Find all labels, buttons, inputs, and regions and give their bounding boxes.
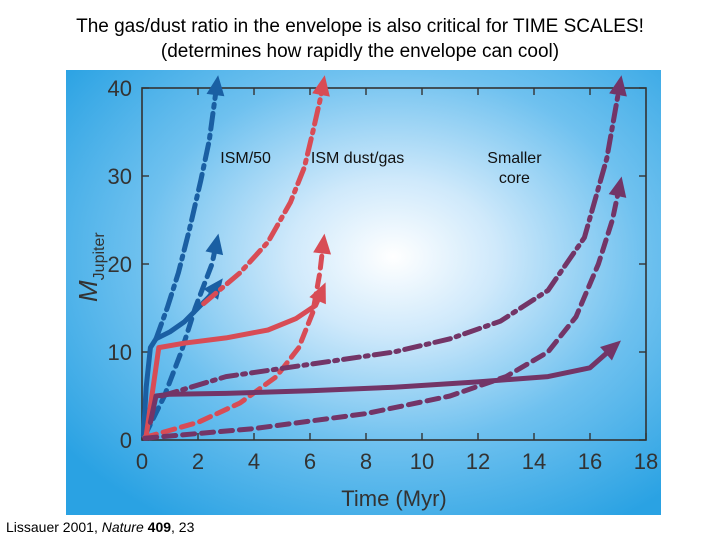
series-lines — [140, 75, 627, 441]
series-line-3 — [143, 291, 323, 439]
chart-svg: 0 2 4 6 8 10 12 14 16 18 0 10 20 30 40 Time (Myr) MJupit… — [66, 70, 661, 515]
y-tick-label-30: 30 — [108, 164, 132, 189]
chart-background — [66, 70, 661, 515]
series-line-1 — [153, 85, 219, 342]
annotation-2: Smaller — [487, 150, 542, 167]
y-axis-label-sub: Jupiter — [91, 232, 108, 281]
series-arrowhead-6 — [600, 340, 622, 361]
citation-author: Lissauer 2001, — [6, 519, 102, 535]
annotation-3: core — [499, 170, 530, 187]
y-tick-label-0: 0 — [120, 428, 132, 453]
citation-page: , 23 — [171, 519, 195, 535]
citation: Lissauer 2001, Nature 409, 23 — [6, 519, 194, 535]
series-arrowhead-2 — [205, 233, 224, 256]
x-tick-label-4: 4 — [248, 449, 260, 474]
series-line-4 — [201, 85, 325, 307]
x-tick-label-2: 2 — [192, 449, 204, 474]
citation-journal: Nature — [101, 519, 144, 535]
series-line-8 — [142, 186, 622, 441]
annotation-0: ISM/50 — [220, 150, 271, 167]
slide-title: The gas/dust ratio in the envelope is al… — [0, 14, 720, 64]
y-tick-label-40: 40 — [108, 76, 132, 101]
x-tick-label-18: 18 — [634, 449, 658, 474]
slide-title-line1: The gas/dust ratio in the envelope is al… — [76, 16, 644, 37]
y-tick-label-20: 20 — [108, 252, 132, 277]
series-arrowhead-7 — [609, 75, 627, 97]
series-line-5 — [142, 244, 326, 440]
series-arrowhead-5 — [313, 233, 332, 255]
series-arrowhead-1 — [206, 75, 225, 97]
y-axis-label-main: M — [73, 280, 103, 302]
x-tick-label-16: 16 — [578, 449, 602, 474]
x-tick-label-14: 14 — [522, 449, 546, 474]
series-arrowhead-4 — [312, 75, 330, 97]
x-tick-label-0: 0 — [136, 449, 148, 474]
x-tick-label-12: 12 — [466, 449, 490, 474]
chart-labels: 0 2 4 6 8 10 12 14 16 18 0 10 20 30 40 Time (Myr) MJupit… — [73, 76, 658, 511]
x-tick-label-10: 10 — [410, 449, 434, 474]
citation-volume: 409 — [147, 519, 172, 535]
series-arrowhead-8 — [608, 176, 627, 198]
y-axis-label: MJupiter — [73, 232, 108, 302]
x-tick-label-8: 8 — [360, 449, 372, 474]
y-tick-label-10: 10 — [108, 340, 132, 365]
slide-title-line2: (determines how rapidly the envelope can… — [160, 41, 560, 62]
series-line-7 — [159, 85, 622, 399]
x-axis-label: Time (Myr) — [341, 486, 447, 511]
annotation-1: ISM dust/gas — [311, 150, 404, 167]
x-tick-label-6: 6 — [304, 449, 316, 474]
chart-figure: 0 2 4 6 8 10 12 14 16 18 0 10 20 30 40 Time (Myr) MJupit… — [66, 70, 661, 515]
